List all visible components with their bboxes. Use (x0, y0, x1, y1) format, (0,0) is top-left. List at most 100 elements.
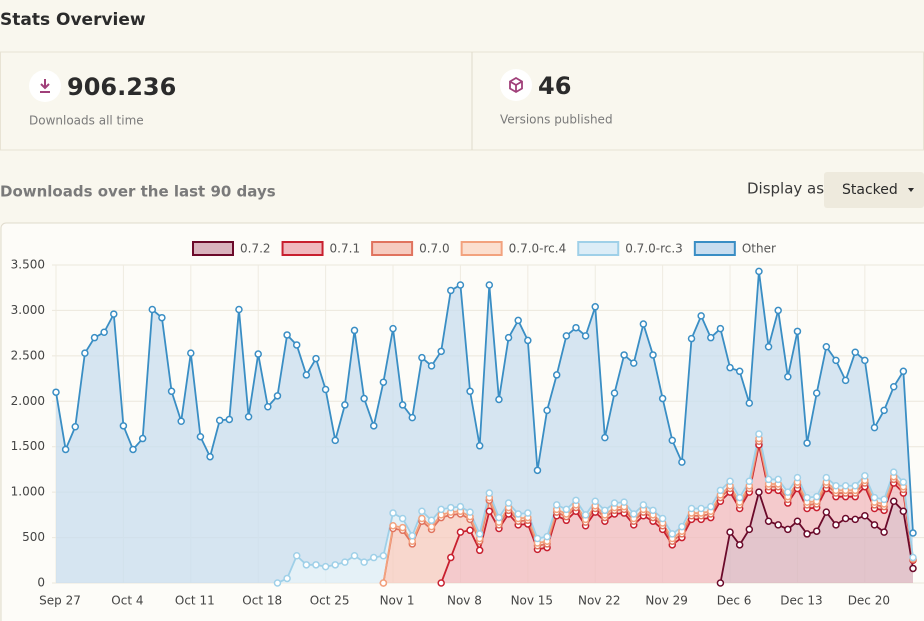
point (283, 574, 291, 583)
point (899, 478, 908, 486)
point (822, 343, 831, 351)
point (726, 363, 734, 372)
point (735, 493, 744, 502)
point (504, 499, 513, 507)
point (350, 326, 359, 335)
areas (56, 271, 913, 583)
point (601, 433, 609, 442)
point (466, 387, 474, 396)
point (447, 553, 455, 562)
point (726, 528, 734, 536)
point (832, 521, 840, 529)
point (196, 432, 205, 441)
x-tick-label: Nov 8 (447, 594, 482, 608)
point (52, 388, 60, 396)
point (524, 509, 532, 517)
point (610, 499, 619, 507)
point (861, 472, 869, 480)
point (302, 371, 311, 379)
point (427, 516, 436, 525)
point (475, 530, 484, 538)
point (870, 521, 879, 529)
point (427, 362, 436, 370)
point (880, 406, 888, 415)
point (909, 553, 917, 562)
point (764, 475, 773, 484)
point (697, 504, 705, 513)
point (707, 333, 715, 342)
point (533, 534, 542, 543)
point (889, 497, 898, 505)
point (861, 512, 869, 520)
point (206, 452, 214, 461)
point (851, 515, 859, 524)
point (832, 482, 840, 490)
point (283, 331, 291, 339)
display-label: Display as (747, 180, 824, 198)
select-caret[interactable] (908, 188, 914, 192)
stat-value: 906.236 (67, 73, 176, 101)
point (398, 514, 407, 523)
point (71, 422, 80, 431)
point (745, 399, 754, 407)
labels: 0 500 1.000 1.500 2.000 2.500 3.000 3.500 Sep 27… (11, 241, 890, 608)
point (803, 493, 811, 502)
section-title: Downloads over the last 90 days (0, 183, 276, 201)
point (408, 413, 417, 422)
legend-label: 0.7.0 (419, 242, 450, 256)
point (620, 351, 628, 359)
point (321, 385, 330, 394)
point (812, 492, 821, 501)
point (822, 508, 831, 516)
point (870, 423, 879, 432)
point (514, 316, 522, 325)
point (225, 415, 234, 424)
point (572, 496, 580, 505)
point (447, 503, 455, 512)
point (591, 303, 599, 311)
point (389, 509, 397, 517)
point (370, 422, 378, 430)
page-title: Stats Overview (0, 10, 146, 30)
point (668, 436, 677, 445)
area (56, 271, 913, 583)
point (707, 502, 715, 511)
display-select[interactable]: Stacked (824, 172, 924, 208)
point (687, 334, 696, 343)
point (273, 579, 282, 587)
x-tick-label: Oct 25 (310, 594, 350, 608)
point (841, 514, 850, 523)
point (389, 522, 397, 530)
point (418, 507, 426, 515)
select-box[interactable] (824, 172, 924, 208)
point (360, 558, 368, 566)
point (649, 506, 657, 515)
point (379, 378, 388, 386)
point (639, 320, 648, 328)
point (177, 417, 185, 426)
stat-label: Versions published (500, 113, 613, 127)
point (639, 501, 648, 509)
x-tick-label: Oct 11 (175, 594, 215, 608)
x-tick-label: Oct 18 (242, 594, 282, 608)
point (745, 525, 754, 534)
y-tick-label: 500 (22, 530, 45, 544)
select-value[interactable]: Stacked (842, 182, 898, 198)
point (475, 442, 484, 450)
point (658, 514, 667, 523)
point (803, 439, 811, 447)
point (379, 551, 388, 560)
point (610, 389, 619, 397)
x-tick-label: Dec 6 (717, 594, 752, 608)
point (90, 333, 99, 342)
point (495, 513, 503, 522)
point (533, 466, 542, 475)
versions-icon (509, 76, 523, 94)
point (764, 343, 773, 351)
point (292, 551, 301, 560)
point (841, 376, 850, 385)
x-tick-label: Nov 1 (380, 594, 415, 608)
point (774, 521, 782, 529)
point (495, 395, 503, 404)
point (312, 561, 320, 569)
